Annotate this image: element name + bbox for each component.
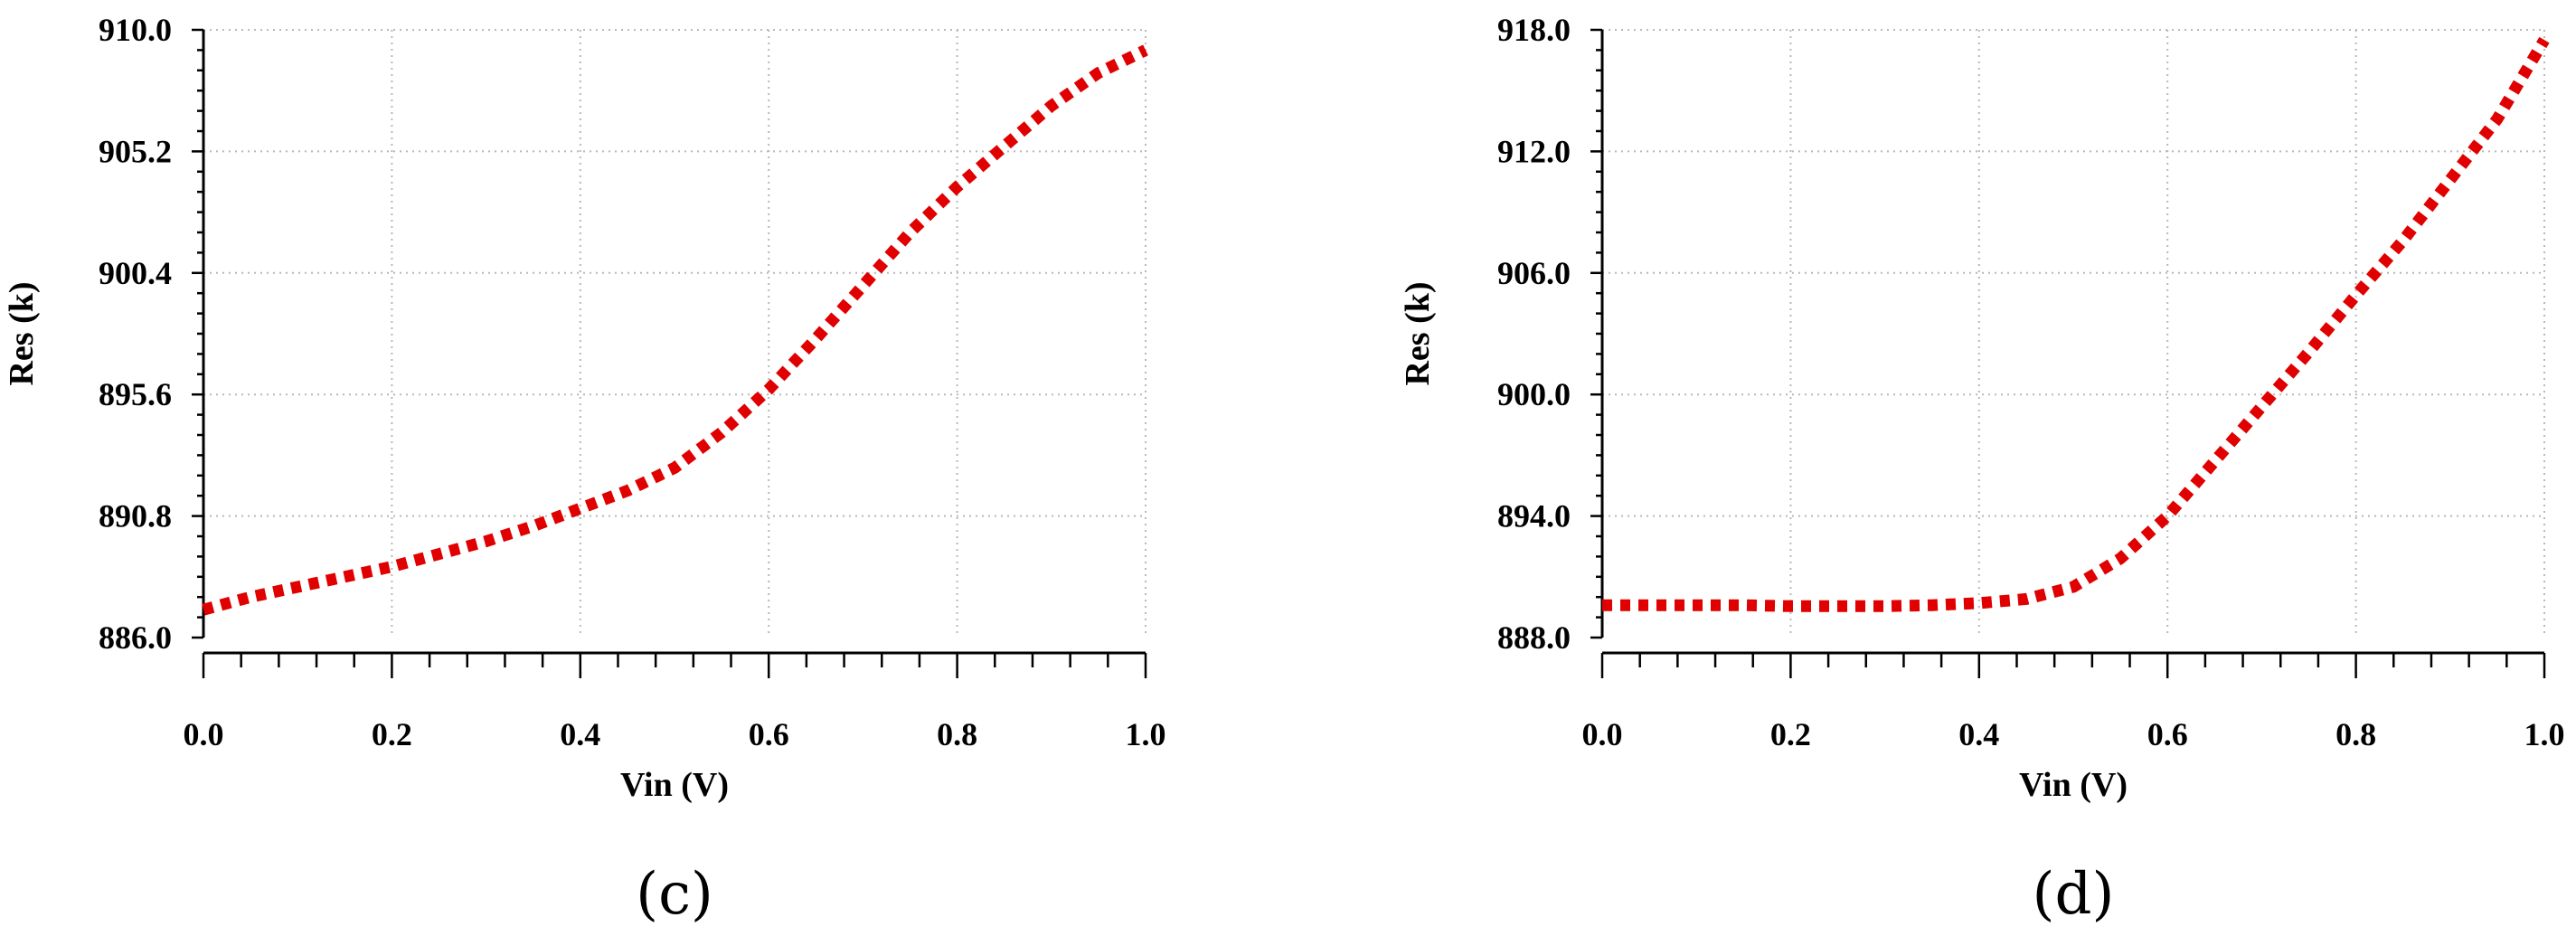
chart-d: 888.0 894.0 900.0 906.0 912.0 918.0 0.0 0.2 0.4 0…	[1399, 12, 2565, 928]
data-point	[2025, 599, 2026, 600]
y-tick-label: 895.6	[99, 376, 172, 412]
y-tick-label: 912.0	[1497, 133, 1571, 169]
y-tick-label: 886.0	[99, 619, 172, 656]
y-tick-label: 900.0	[1497, 376, 1571, 412]
data-point	[344, 576, 345, 577]
data-point	[1696, 605, 1697, 606]
x-tick-label: 1.0	[1126, 716, 1166, 752]
x-axis-title: Vin (V)	[620, 766, 729, 804]
data-point	[2355, 295, 2356, 296]
data-point	[1743, 605, 1744, 606]
data-point	[1004, 146, 1005, 147]
plot-area	[203, 30, 1146, 638]
data-point	[2402, 240, 2403, 241]
data-point	[1884, 606, 1885, 607]
x-tick-label: 1.0	[2524, 716, 2565, 752]
data-point	[2449, 179, 2450, 180]
data-point	[1649, 605, 1650, 606]
data-point	[1837, 606, 1838, 607]
x-tick-label: 0.4	[560, 716, 600, 752]
y-tick-label: 888.0	[1497, 619, 1571, 656]
x-tick-label: 0.4	[1958, 716, 1999, 752]
x-tick-label: 0.2	[372, 716, 412, 752]
data-point	[1978, 602, 1979, 603]
data-point	[2544, 40, 2545, 41]
plot-area	[1602, 30, 2544, 638]
data-point	[2496, 118, 2497, 119]
y-tick-label: 890.8	[99, 498, 172, 534]
data-point	[2261, 406, 2262, 407]
data-point	[250, 597, 251, 598]
data-point	[1931, 605, 1932, 606]
x-tick-label: 0.0	[184, 716, 224, 752]
data-point	[1790, 606, 1791, 607]
data-point	[2167, 515, 2168, 516]
data-point	[1098, 72, 1099, 73]
data-point	[957, 186, 958, 187]
y-tick-label: 905.2	[99, 133, 172, 169]
x-tick-label: 0.6	[2147, 716, 2188, 752]
y-axis-title: Res (k)	[3, 281, 41, 385]
x-tick-label: 0.8	[2335, 716, 2376, 752]
data-point	[910, 232, 911, 233]
y-tick-label: 906.0	[1497, 255, 1571, 291]
data-point	[2214, 461, 2215, 462]
data-point	[2120, 558, 2121, 559]
x-tick-label: 0.0	[1582, 716, 1623, 752]
panel-label: (c)	[636, 861, 713, 928]
data-point	[2308, 352, 2309, 353]
data-point	[297, 587, 298, 588]
panel-label: (d)	[2033, 861, 2115, 928]
data-point	[1051, 106, 1052, 107]
y-tick-label: 894.0	[1497, 498, 1571, 534]
data-point	[1602, 605, 1603, 606]
series-line	[1602, 36, 2550, 612]
x-tick-label: 0.8	[937, 716, 977, 752]
data-point	[2073, 587, 2074, 588]
y-tick-label: 918.0	[1497, 12, 1571, 48]
y-tick-label: 900.4	[99, 255, 172, 291]
chart-c: 886.0 890.8 895.6 900.4 905.2 910.0 0.0 0.2 0.4 0…	[3, 12, 1166, 928]
x-axis-title: Vin (V)	[2019, 766, 2128, 804]
x-tick-label: 0.2	[1770, 716, 1811, 752]
y-axis-title: Res (k)	[1399, 281, 1437, 385]
series-line	[202, 44, 1148, 616]
y-tick-label: 910.0	[99, 12, 172, 48]
x-tick-label: 0.6	[749, 716, 789, 752]
